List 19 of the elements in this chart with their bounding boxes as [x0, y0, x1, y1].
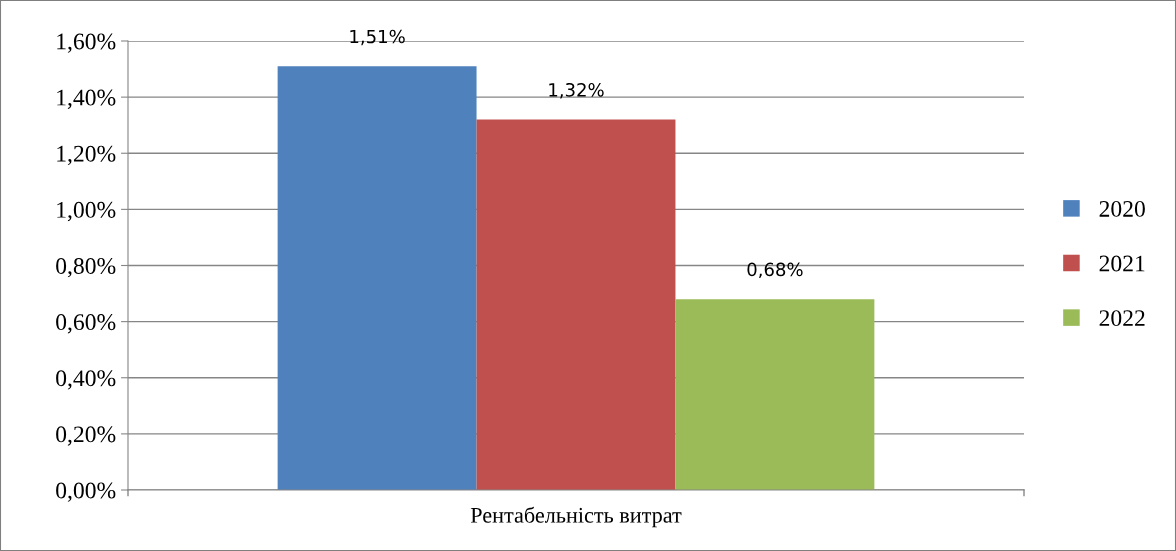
data-label: 1,32%: [549, 82, 604, 99]
y-tick-label: 1,00%: [57, 201, 116, 222]
data-label: 0,68%: [747, 262, 803, 279]
data-label: 1,51%: [350, 29, 405, 46]
x-tick-label: Рентабельність витрат: [470, 506, 682, 528]
y-tick-label: 0,40%: [56, 370, 116, 390]
bar: [675, 299, 875, 490]
y-tick-label: 0,60%: [56, 314, 116, 334]
y-tick-label: 0,20%: [56, 426, 116, 446]
legend-label: 2021: [1099, 255, 1145, 272]
y-tick-label: 1,60%: [57, 33, 116, 53]
y-tick-label: 1,40%: [57, 89, 116, 109]
bar: [476, 119, 676, 490]
y-tick-label: 0,80%: [56, 257, 116, 278]
legend-label: 2022: [1099, 310, 1145, 327]
bar: [277, 66, 477, 490]
y-tick-label: 1,20%: [57, 145, 116, 166]
legend-label: 2020: [1099, 200, 1145, 217]
y-tick-label: 0,00%: [56, 482, 116, 502]
